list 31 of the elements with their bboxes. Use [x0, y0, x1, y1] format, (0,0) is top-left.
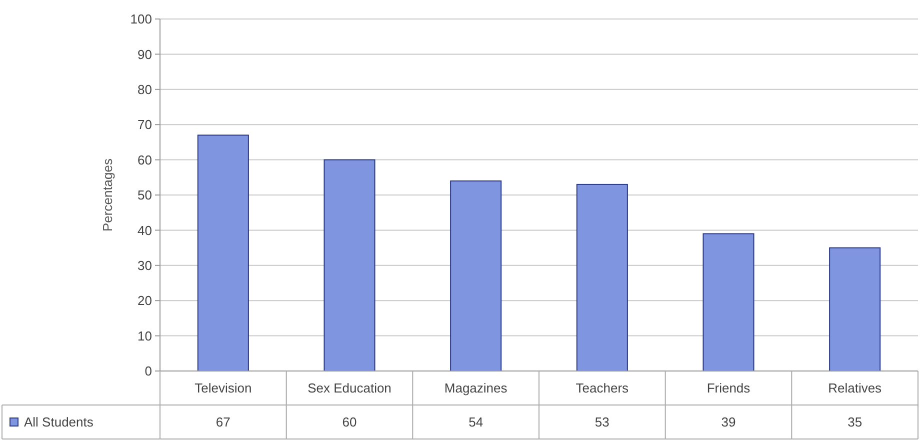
y-tick-label: 90 [138, 46, 152, 62]
y-tick-label: 80 [138, 82, 152, 97]
y-tick-label: 20 [138, 293, 152, 308]
x-tick-label: Sex Education [308, 380, 392, 396]
x-tick-label: Relatives [828, 380, 882, 396]
y-tick-label: 100 [130, 12, 152, 27]
x-tick-label: Television [194, 380, 252, 396]
data-label: 35 [848, 414, 862, 430]
x-tick-label: Teachers [576, 380, 630, 396]
x-tick-label: Friends [706, 380, 751, 396]
y-tick-label: 0 [144, 364, 152, 379]
data-label: 60 [342, 414, 357, 430]
bar [197, 134, 249, 372]
y-tick-label: 10 [138, 328, 152, 344]
data-label: 53 [594, 414, 610, 430]
bar [829, 247, 881, 372]
x-tick-label: Magazines [444, 380, 508, 396]
bar [450, 180, 502, 372]
y-tick-label: 60 [138, 152, 152, 168]
legend-label: All Students [24, 414, 94, 430]
data-label: 54 [468, 414, 484, 430]
y-tick-label: 30 [138, 258, 152, 273]
y-axis-title: Percentages [100, 158, 115, 232]
data-label: 39 [721, 414, 736, 430]
y-tick-label: 50 [138, 188, 152, 203]
y-tick-label: 70 [138, 117, 152, 132]
y-tick-label: 40 [138, 222, 152, 238]
bar [576, 184, 628, 372]
bar [324, 159, 376, 372]
bar [702, 233, 754, 372]
data-label: 67 [216, 414, 230, 430]
